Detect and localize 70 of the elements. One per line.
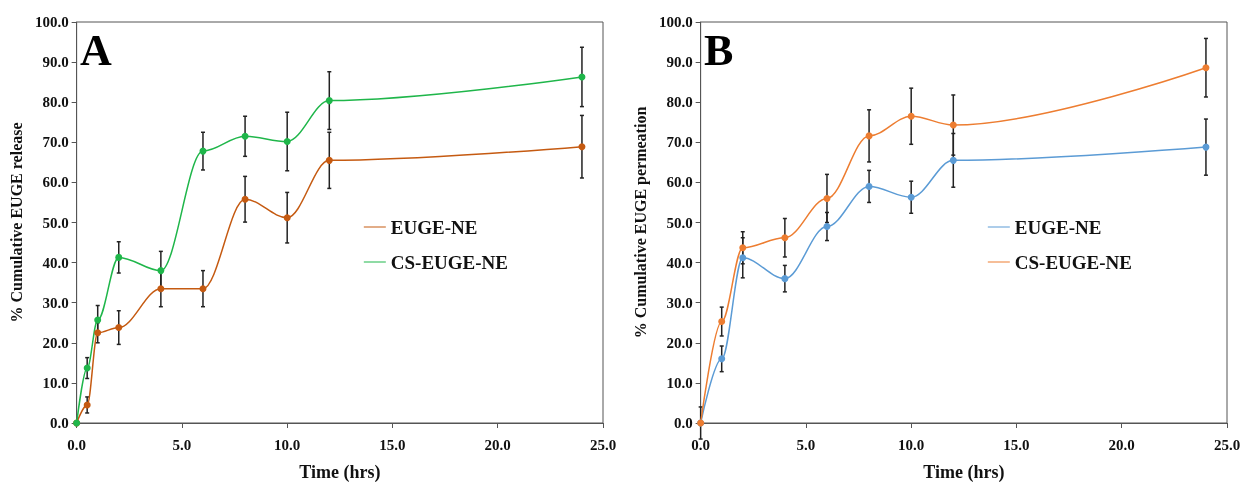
y-tick-label: 100.0 (658, 14, 693, 30)
point (718, 355, 726, 363)
point (157, 285, 165, 293)
point (865, 132, 873, 140)
x-tick-label: 10.0 (274, 436, 301, 453)
x-tick-label: 15.0 (1003, 436, 1030, 453)
y-tick-label: 80.0 (666, 94, 693, 111)
legend-label: CS-EUGE-NE (1014, 251, 1133, 273)
point (1202, 64, 1210, 72)
y-tick-label: 60.0 (42, 174, 69, 191)
point (907, 112, 915, 120)
point (949, 121, 957, 129)
point (325, 156, 333, 164)
point (94, 329, 102, 337)
point (718, 318, 726, 326)
point (907, 193, 915, 201)
y-tick-label: 60.0 (666, 174, 693, 191)
point (241, 132, 249, 140)
y-tick-label: 30.0 (666, 294, 693, 311)
x-axis-title: Time (hrs) (299, 462, 381, 483)
point (115, 324, 123, 332)
point (781, 234, 789, 242)
y-tick-label: 10.0 (666, 374, 693, 391)
point (83, 401, 91, 409)
x-tick-label: 5.0 (796, 436, 816, 453)
x-tick-label: 0.0 (691, 436, 711, 453)
legend-label: EUGE-NE (390, 216, 478, 238)
point (781, 275, 789, 283)
legend-label: EUGE-NE (1014, 216, 1102, 238)
point (823, 194, 831, 202)
y-tick-label: 90.0 (42, 54, 69, 71)
point (241, 195, 249, 203)
y-tick-label: 20.0 (42, 334, 69, 351)
x-tick-label: 20.0 (1108, 436, 1135, 453)
y-tick-label: 50.0 (666, 214, 693, 231)
point (199, 285, 207, 293)
annotation: B (704, 25, 734, 75)
annotation: A (80, 25, 112, 75)
x-tick-label: 5.0 (172, 436, 192, 453)
y-tick-label: 10.0 (42, 374, 69, 391)
point (83, 364, 91, 372)
point (283, 138, 291, 145)
point (115, 253, 123, 261)
point (325, 97, 333, 105)
x-tick-label: 15.0 (379, 436, 406, 453)
y-tick-label: 80.0 (42, 94, 69, 111)
point (739, 244, 747, 252)
y-tick-label: 30.0 (42, 294, 69, 311)
y-tick-label: 40.0 (42, 254, 69, 271)
legend-label: CS-EUGE-NE (390, 251, 509, 273)
y-axis-title: % Cumulative EUGE permeation (631, 106, 650, 339)
x-axis-title: Time (hrs) (923, 462, 1005, 483)
x-tick-label: 0.0 (67, 436, 87, 453)
point (865, 182, 873, 190)
y-tick-label: 20.0 (666, 334, 693, 351)
y-tick-label: 70.0 (666, 134, 693, 151)
y-tick-label: 90.0 (666, 54, 693, 71)
y-tick-label: 40.0 (666, 254, 693, 271)
x-tick-label: 25.0 (1213, 436, 1241, 453)
y-tick-label: 70.0 (42, 134, 69, 151)
x-tick-label: 25.0 (589, 436, 617, 453)
point (578, 143, 586, 151)
y-tick-label: 0.0 (673, 415, 693, 431)
x-tick-label: 10.0 (898, 436, 925, 453)
y-tick-label: 50.0 (42, 214, 69, 231)
y-tick-label: 0.0 (49, 415, 69, 431)
y-axis-title: % Cumulative EUGE release (7, 122, 25, 323)
point (283, 214, 291, 222)
y-tick-label: 100.0 (34, 14, 69, 30)
x-tick-label: 20.0 (484, 436, 511, 453)
